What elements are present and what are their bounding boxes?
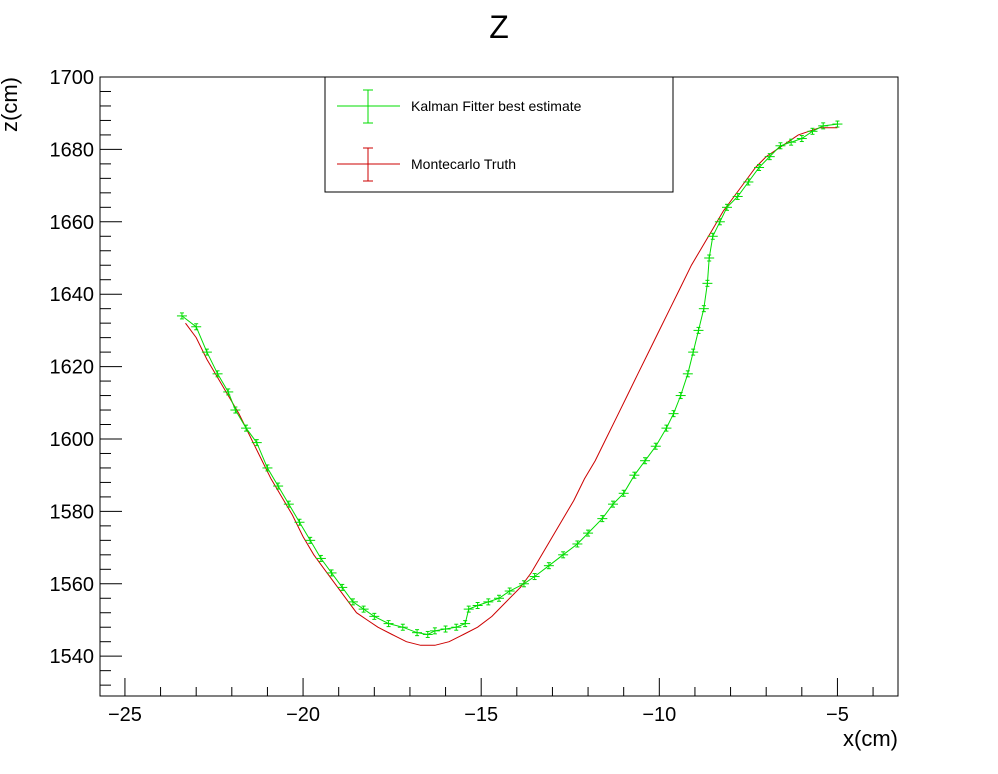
kalman-data-point [347, 598, 358, 606]
kalman-data-point [176, 312, 187, 320]
kalman-data-point [698, 305, 709, 313]
kalman-data-point [786, 138, 797, 146]
kalman-data-point [273, 482, 284, 490]
kalman-data-point [688, 348, 699, 356]
kalman-data-point [412, 629, 423, 637]
x-tick-label: −20 [286, 704, 320, 726]
kalman-data-point [714, 218, 725, 226]
kalman-data-point [451, 623, 462, 631]
kalman-data-point [702, 279, 713, 287]
kalman-data-point [251, 439, 262, 447]
kalman-data-point [668, 410, 679, 418]
kalman-data-point [754, 163, 765, 171]
chart-title: Z [489, 9, 509, 45]
kalman-data-point [661, 424, 672, 432]
kalman-data-point [675, 392, 686, 400]
kalman-data-point [212, 370, 223, 378]
kalman-data-point [369, 612, 380, 620]
kalman-data-point [326, 569, 337, 577]
kalman-data-point [463, 605, 474, 613]
kalman-data-point [650, 442, 661, 450]
series-layer [176, 120, 843, 646]
kalman-data-point [743, 178, 754, 186]
legend-truth-label: Montecarlo Truth [411, 156, 516, 172]
kalman-data-point [483, 598, 494, 606]
kalman-data-point [572, 540, 583, 548]
kalman-data-point [764, 153, 775, 161]
series-truth [185, 127, 838, 646]
kalman-data-point [832, 120, 843, 128]
legend-kalman-label: Kalman Fitter best estimate [411, 98, 582, 114]
y-tick-label: 1700 [50, 67, 95, 89]
x-tick-label: −5 [826, 704, 849, 726]
y-tick-label: 1600 [50, 429, 95, 451]
y-tick-label: 1660 [50, 212, 95, 234]
kalman-data-point [294, 518, 305, 526]
legend: Kalman Fitter best estimate Montecarlo T… [324, 76, 674, 193]
kalman-data-point [583, 529, 594, 537]
kalman-data-point [722, 203, 732, 211]
kalman-data-point [337, 583, 348, 591]
kalman-data-point [383, 620, 394, 628]
kalman-data-point [397, 623, 408, 631]
legend-entry-kalman: Kalman Fitter best estimate [337, 89, 582, 124]
kalman-data-point [732, 192, 743, 200]
legend-box [324, 76, 674, 193]
kalman-data-point [230, 406, 241, 414]
kalman-data-point [558, 551, 569, 559]
kalman-data-point [818, 122, 829, 130]
kalman-data-point [191, 323, 202, 331]
kalman-data-point [358, 605, 369, 613]
kalman-data-point [422, 630, 433, 638]
x-tick-label: −10 [642, 704, 676, 726]
y-tick-label: 1680 [50, 139, 95, 161]
kalman-data-point [597, 515, 608, 523]
kalman-data-point [608, 500, 618, 508]
kalman-data-point [543, 562, 554, 570]
kalman-data-point [494, 594, 504, 602]
kalman-data-point [640, 457, 651, 465]
y-tick-label: 1640 [50, 284, 95, 306]
kalman-data-point [775, 142, 786, 150]
kalman-data-point [618, 489, 629, 497]
y-tick-label: 1540 [50, 646, 95, 668]
kalman-data-point [315, 554, 326, 562]
kalman-data-point [682, 370, 693, 378]
x-tick-label: −25 [108, 704, 142, 726]
y-tick-label: 1580 [50, 501, 95, 523]
legend-entry-truth: Montecarlo Truth [337, 147, 516, 182]
kalman-data-point [460, 620, 471, 628]
y-axis-title: z(cm) [0, 77, 22, 132]
kalman-data-point [693, 326, 704, 334]
kalman-data-point [796, 135, 807, 143]
y-tick-label: 1620 [50, 357, 95, 379]
kalman-data-point [201, 348, 212, 356]
kalman-data-point [807, 127, 818, 135]
kalman-data-point [305, 536, 316, 544]
kalman-data-point [283, 500, 294, 508]
truth-series-line [185, 127, 838, 646]
kalman-data-point [262, 464, 273, 472]
kalman-data-point [707, 232, 718, 240]
kalman-data-point [241, 424, 252, 432]
x-axis: −25 −20 −15 −10 −5 [108, 678, 874, 726]
kalman-data-point [504, 587, 515, 595]
x-tick-label: −15 [464, 704, 498, 726]
kalman-data-point [472, 602, 483, 610]
kalman-data-point [429, 627, 440, 635]
kalman-data-point [440, 625, 451, 633]
kalman-data-point [223, 388, 234, 396]
series-kalman [176, 120, 843, 638]
y-axis: 1540 1560 1580 1600 1620 1640 1660 1680 1700 [50, 67, 122, 686]
kalman-data-point [629, 471, 640, 479]
kalman-data-point [529, 573, 540, 581]
y-tick-label: 1560 [50, 574, 95, 596]
kalman-data-point [704, 254, 715, 262]
x-axis-title: x(cm) [843, 726, 898, 751]
kalman-data-point [518, 580, 529, 588]
